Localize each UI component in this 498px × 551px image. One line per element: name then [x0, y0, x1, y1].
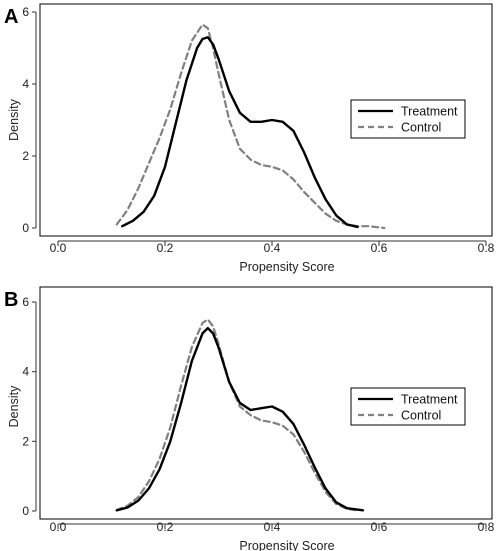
x-axis-label: Propensity Score — [239, 539, 334, 551]
panel-letter: B — [4, 289, 18, 311]
chart-panel-b: B 0.0 0.2 0.4 0.6 0.8 0 2 4 6 Propensity Score Dens… — [4, 286, 495, 551]
chart-panel-a: A 0.0 0.2 0.4 0.6 0.8 0 2 4 6 Propensity Score Dens… — [4, 3, 495, 274]
legend-label-control: Control — [401, 121, 441, 135]
series-line-treatment — [120, 36, 359, 229]
x-axis-label: Propensity Score — [239, 260, 334, 274]
y-axis-label: Density — [7, 98, 21, 140]
y-tick-label: 0 — [22, 504, 29, 518]
y-tick-label: 2 — [22, 149, 29, 163]
x-tick-label: 0.0 — [50, 241, 67, 255]
y-tick-label: 0 — [22, 221, 29, 235]
legend-box — [350, 99, 466, 139]
y-axis-label: Density — [7, 385, 21, 427]
y-tick-label: 4 — [22, 365, 29, 379]
legend-box — [350, 387, 466, 426]
legend: Treatment Control — [350, 99, 466, 139]
x-tick-label: 0.6 — [371, 241, 388, 255]
x-tick-label: 0.2 — [157, 520, 174, 534]
series-line-treatment — [115, 326, 365, 512]
x-tick-label: 0.8 — [478, 520, 495, 534]
panel-letter: A — [4, 6, 18, 28]
legend-label-treatment: Treatment — [401, 105, 458, 119]
y-tick-label: 4 — [22, 77, 29, 91]
x-tick-label: 0.4 — [264, 520, 281, 534]
legend-label-control: Control — [401, 409, 441, 423]
x-tick-label: 0.0 — [50, 520, 67, 534]
legend-label-treatment: Treatment — [401, 393, 458, 407]
x-tick-label: 0.2 — [157, 241, 174, 255]
y-tick-label: 6 — [22, 5, 29, 19]
x-tick-label: 0.6 — [371, 520, 388, 534]
x-tick-label: 0.8 — [478, 241, 495, 255]
y-tick-label: 6 — [22, 295, 29, 309]
y-tick-label: 2 — [22, 434, 29, 448]
series-line-control — [115, 23, 386, 230]
legend: Treatment Control — [350, 387, 466, 426]
x-tick-label: 0.4 — [264, 241, 281, 255]
